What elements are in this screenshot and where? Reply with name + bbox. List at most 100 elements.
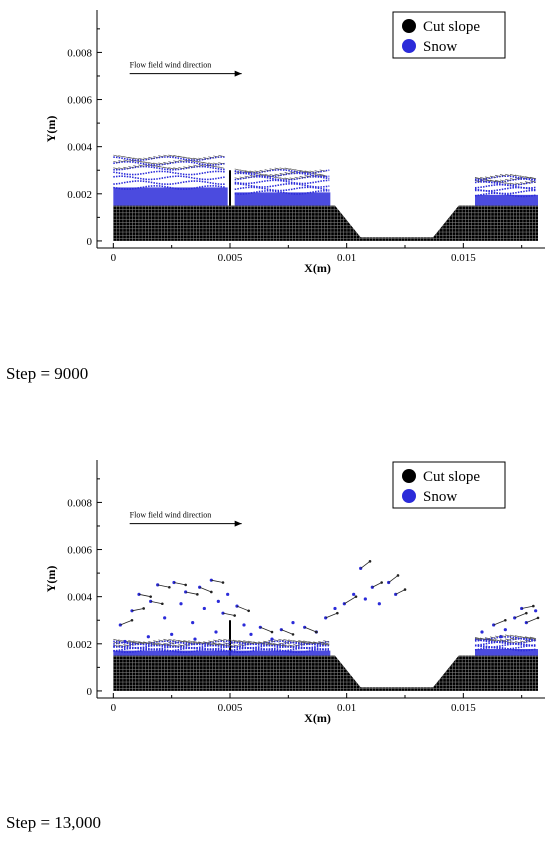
velocity-vector [118,155,125,158]
velocity-vector [213,639,220,642]
vector-head [184,583,187,587]
velocity-vector [263,640,270,643]
velocity-vector [244,175,251,178]
legend-label: Snow [423,489,457,505]
velocity-vector [474,180,482,183]
velocity-vector [128,641,135,644]
velocity-vector [304,626,317,633]
velocity-vector [183,156,190,159]
velocity-vector [239,176,246,179]
velocity-vector [178,644,185,647]
velocity-vector [148,641,155,644]
velocity-vector [504,182,512,185]
velocity-vector [153,643,160,646]
velocity-vector [218,639,225,642]
vector-head [168,585,171,589]
snow-streak [474,181,537,186]
snow-layer [234,192,331,206]
velocity-vector [173,639,180,642]
snow-streak [113,646,330,652]
velocity-vector [519,640,527,643]
velocity-vector [233,644,240,647]
velocity-vector [489,175,497,178]
velocity-vector [244,170,251,173]
velocity-vector [228,644,235,647]
velocity-vector [218,642,225,646]
wind-arrow-head [234,70,242,77]
y-tick-label: 0.008 [67,47,92,59]
velocity-vector [288,639,295,642]
snow-particle [209,578,213,582]
velocity-vector [283,641,290,644]
velocity-vector [509,174,517,177]
velocity-vector [163,642,170,645]
step-caption: Step = 9000 [6,364,89,383]
velocity-vector [208,640,215,643]
vector-head [233,614,236,617]
y-tick-label: 0 [87,236,93,248]
snow-particle [137,592,141,596]
wind-arrow-head [234,520,242,527]
velocity-vector [499,174,507,177]
velocity-vector [273,639,280,642]
velocity-vector [168,638,175,642]
snow-layer [475,648,538,656]
velocity-vector [143,161,150,164]
velocity-vector [173,160,180,163]
velocity-vector [138,642,145,645]
velocity-vector [168,154,175,157]
vector-head [354,595,358,598]
velocity-vector [163,166,170,169]
velocity-vector [138,641,145,644]
velocity-vector [150,600,163,605]
velocity-vector [479,177,487,180]
velocity-vector [514,641,522,644]
velocity-vector [223,642,230,645]
snow-streak [234,176,330,181]
wind-direction-label: Flow field wind direction [130,511,212,520]
x-tick-label: 0.01 [337,702,356,714]
snow-streak [474,639,537,645]
velocity-vector [303,640,310,643]
velocity-vector [213,165,220,168]
velocity-vector [218,154,225,158]
velocity-vector [188,640,195,643]
snow-particle [198,585,202,589]
velocity-vector [238,643,245,647]
velocity-vector [254,170,261,173]
velocity-vector [128,640,135,643]
snow-particle [242,623,246,627]
velocity-vector [264,169,271,172]
velocity-vector [213,643,220,646]
velocity-vector [208,643,215,646]
snow-particle [333,606,337,611]
snow-particle [499,635,503,639]
velocity-vector [484,179,492,182]
velocity-vector [131,608,144,612]
vector-head [504,618,507,622]
velocity-vector [213,155,220,158]
snow-layer [113,650,331,656]
snow-particle [534,609,538,613]
velocity-vector [493,619,506,626]
velocity-vector [318,641,325,644]
velocity-vector [123,644,130,647]
snow-streak [234,169,330,174]
velocity-vector [484,179,492,182]
velocity-vector [123,166,130,170]
velocity-vector [222,612,235,616]
x-tick-label: 0.005 [218,702,243,714]
velocity-vector [234,168,241,171]
velocity-vector [273,643,280,646]
velocity-vector [218,166,225,169]
velocity-vector [143,157,150,160]
vector-head [161,602,164,606]
snow-particle [226,592,230,596]
velocity-vector [294,176,301,180]
velocity-vector [269,174,276,177]
velocity-vector [499,639,507,642]
velocity-vector [133,157,140,160]
snow-layer [475,194,538,206]
velocity-vector [248,641,255,645]
velocity-vector [526,617,539,623]
